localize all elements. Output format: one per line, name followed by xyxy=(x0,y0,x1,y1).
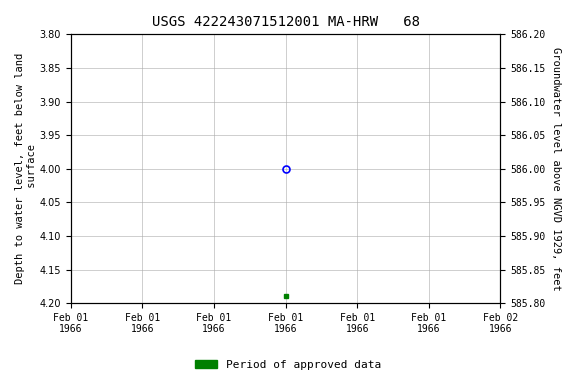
Title: USGS 422243071512001 MA-HRW   68: USGS 422243071512001 MA-HRW 68 xyxy=(151,15,419,29)
Y-axis label: Depth to water level, feet below land
 surface: Depth to water level, feet below land su… xyxy=(15,53,37,284)
Legend: Period of approved data: Period of approved data xyxy=(191,356,385,375)
Y-axis label: Groundwater level above NGVD 1929, feet: Groundwater level above NGVD 1929, feet xyxy=(551,47,561,291)
